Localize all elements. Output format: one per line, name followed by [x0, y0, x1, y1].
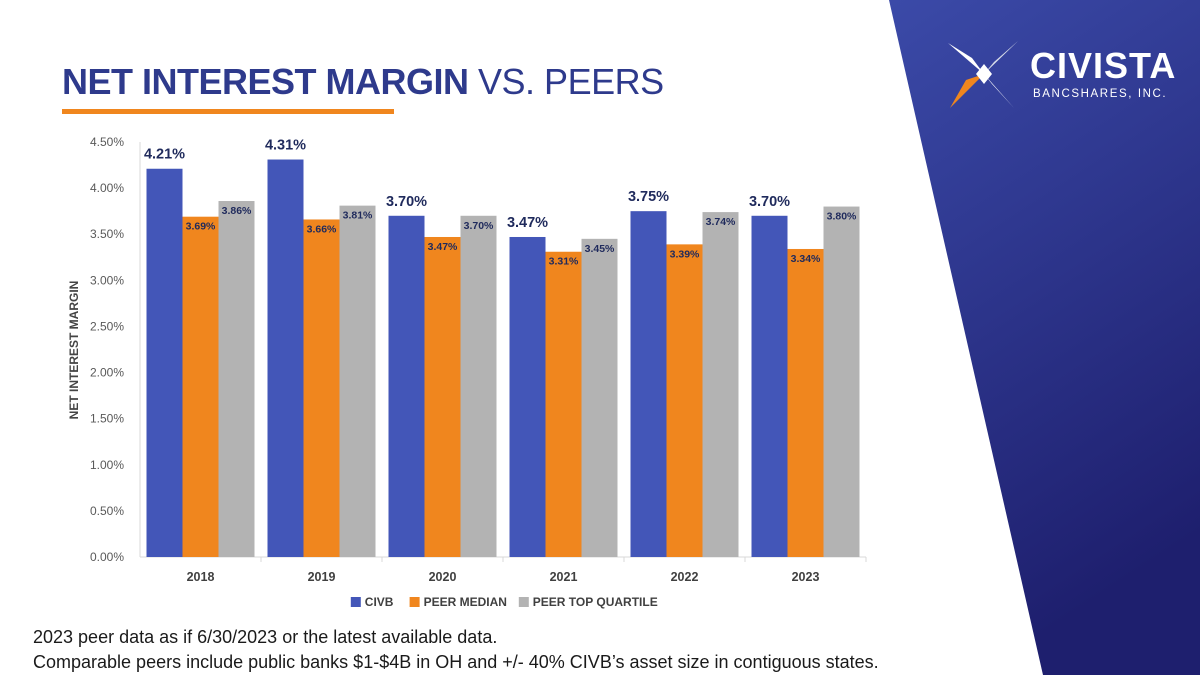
- x-tick-label-2021: 2021: [550, 570, 578, 584]
- bar-peer-median-2022: [666, 244, 703, 557]
- bar-civb-2023: [751, 215, 788, 557]
- y-axis: 0.00% 0.50% 1.00% 1.50% 2.00% 2.50% 3.00% 3.50%…: [67, 135, 141, 564]
- x-tick-label-2018: 2018: [187, 570, 215, 584]
- chart-legend: CIVB PEER MEDIAN PEER TOP QUARTILE: [350, 595, 658, 609]
- x-axis: 2018 2019 2020 2021 2022 2023: [140, 556, 867, 584]
- x-tick-label-2023: 2023: [792, 570, 820, 584]
- data-label-peer-median-2018: 3.69%: [186, 221, 216, 233]
- data-label-peer-median-2023: 3.34%: [791, 253, 821, 265]
- data-label-peer-top-quartile-2021: 3.45%: [585, 243, 615, 255]
- legend-label-civb: CIVB: [365, 595, 394, 609]
- legend-label-peer-top-quartile: PEER TOP QUARTILE: [533, 595, 658, 609]
- data-label-peer-top-quartile-2022: 3.74%: [706, 216, 736, 228]
- bar-peer-top-quartile-2018: [218, 201, 255, 557]
- y-tick-label: 4.00%: [90, 181, 124, 195]
- bar-peer-top-quartile-2020: [460, 215, 497, 557]
- bar-peer-median-2019: [303, 219, 340, 557]
- bar-peer-median-2020: [424, 236, 461, 557]
- logo-star-bottom-left-arm: [950, 74, 984, 108]
- y-tick-label: 3.00%: [90, 273, 124, 287]
- logo-star-bottom-right-arm: [984, 74, 1014, 108]
- y-tick-label: 4.50%: [90, 135, 124, 149]
- legend-label-peer-median: PEER MEDIAN: [424, 595, 507, 609]
- logo-star-core: [976, 64, 992, 84]
- data-label-civb-2018: 4.21%: [144, 147, 185, 163]
- x-tick-label-2019: 2019: [308, 570, 336, 584]
- y-tick-label: 3.50%: [90, 227, 124, 241]
- data-label-peer-top-quartile-2020: 3.70%: [464, 220, 494, 232]
- y-axis-label: NET INTEREST MARGIN: [67, 281, 81, 420]
- y-tick-label: 1.00%: [90, 458, 124, 472]
- bar-peer-median-2021: [545, 251, 582, 557]
- data-label-civb-2022: 3.75%: [628, 189, 669, 205]
- bar-civb-2021: [509, 236, 546, 557]
- bar-peer-median-2023: [787, 248, 824, 557]
- data-label-peer-median-2020: 3.47%: [428, 241, 458, 253]
- data-label-civb-2023: 3.70%: [749, 194, 790, 210]
- bar-peer-top-quartile-2022: [702, 212, 739, 558]
- logo-subtitle: BANCSHARES, INC.: [1033, 88, 1168, 100]
- legend-swatch-peer-median: [409, 597, 420, 607]
- footnote-peer-data-date: 2023 peer data as if 6/30/2023 or the la…: [33, 627, 498, 647]
- y-tick-label: 2.00%: [90, 366, 124, 380]
- data-label-peer-median-2021: 3.31%: [549, 256, 579, 268]
- y-tick-label: 1.50%: [90, 412, 124, 426]
- nim-bar-chart: 0.00% 0.50% 1.00% 1.50% 2.00% 2.50% 3.00% 3.50%…: [67, 135, 867, 609]
- x-tick-label-2020: 2020: [429, 570, 457, 584]
- data-label-civb-2021: 3.47%: [507, 215, 548, 231]
- logo-star-top-left-arm: [948, 43, 984, 74]
- data-label-peer-top-quartile-2023: 3.80%: [827, 211, 857, 223]
- y-tick-label: 0.00%: [90, 550, 124, 564]
- data-label-peer-median-2022: 3.39%: [670, 248, 700, 260]
- bar-data-labels: 4.21% 4.31% 3.70% 3.47% 3.75% 3.70% 3.69% 3.66%…: [144, 138, 857, 268]
- logo-wordmark: CIVISTA: [1030, 45, 1177, 86]
- bar-peer-top-quartile-2019: [339, 205, 376, 557]
- civista-star-icon: [948, 41, 1018, 108]
- footnote-peer-definition: Comparable peers include public banks $1…: [33, 652, 879, 672]
- bar-peer-median-2018: [182, 216, 219, 557]
- data-label-peer-median-2019: 3.66%: [307, 223, 337, 235]
- bar-civb-2019: [267, 159, 304, 557]
- y-tick-label: 0.50%: [90, 504, 124, 518]
- bar-civb-2020: [388, 215, 425, 557]
- bar-civb-2022: [630, 211, 667, 557]
- navy-side-panel: [889, 0, 1200, 675]
- bar-peer-top-quartile-2021: [581, 238, 618, 558]
- data-label-peer-top-quartile-2019: 3.81%: [343, 210, 373, 222]
- data-label-peer-top-quartile-2018: 3.86%: [222, 205, 252, 217]
- data-label-civb-2019: 4.31%: [265, 138, 306, 154]
- y-tick-label: 2.50%: [90, 319, 124, 333]
- bar-peer-top-quartile-2023: [823, 206, 860, 558]
- legend-swatch-peer-top-quartile: [518, 597, 529, 607]
- data-label-civb-2020: 3.70%: [386, 194, 427, 210]
- title-underline: [62, 109, 394, 114]
- legend-swatch-civb: [350, 597, 361, 607]
- title-bold-part: NET INTEREST MARGIN: [62, 61, 469, 102]
- bar-civb-2018: [146, 168, 183, 557]
- page-title: NET INTEREST MARGIN VS. PEERS: [62, 60, 664, 104]
- bar-series: [146, 159, 860, 558]
- logo-star-top-right-arm: [984, 41, 1018, 74]
- x-tick-label-2022: 2022: [671, 570, 699, 584]
- civista-logo: CIVISTA BANCSHARES, INC.: [944, 40, 1184, 110]
- title-light-part: VS. PEERS: [478, 61, 664, 102]
